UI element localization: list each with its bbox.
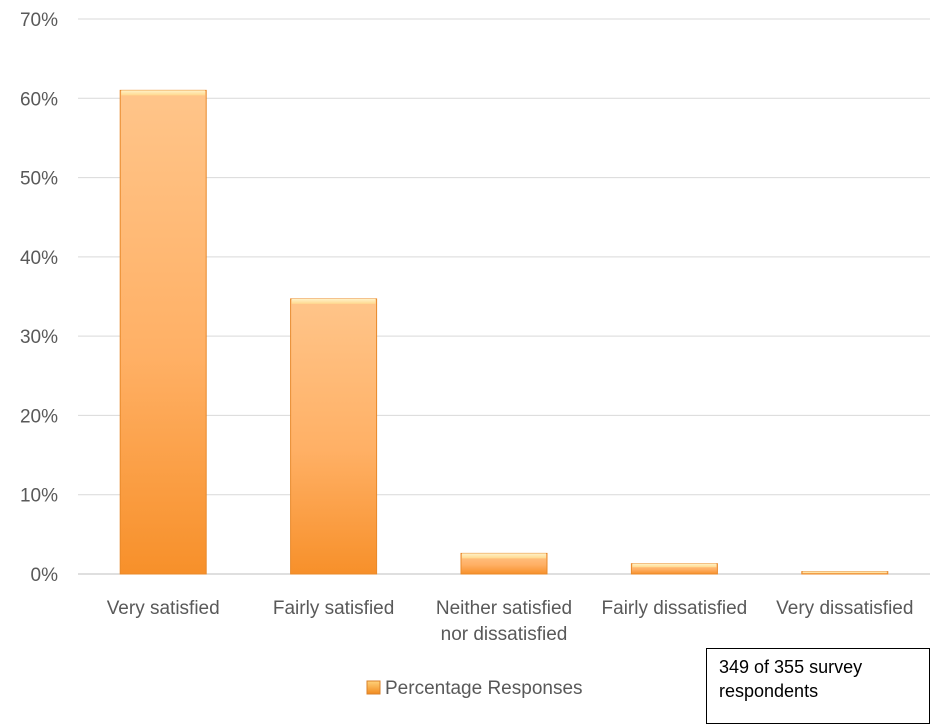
note-line-1: 349 of 355 survey bbox=[719, 657, 863, 677]
bar bbox=[119, 89, 207, 575]
y-tick-label: 70% bbox=[20, 10, 58, 31]
legend-swatch bbox=[366, 680, 381, 695]
bar bbox=[290, 298, 378, 575]
x-tick-label: Neither satisfied bbox=[436, 598, 572, 619]
legend: Percentage Responses bbox=[366, 678, 583, 699]
y-tick-label: 0% bbox=[31, 565, 59, 586]
y-axis: 0% 10% 20% 30% 40% 50% 60% 70% bbox=[20, 10, 58, 586]
bar-highlight bbox=[291, 298, 376, 304]
x-axis: Very satisfied Fairly satisfied Neither sa… bbox=[107, 598, 914, 645]
legend-label: Percentage Responses bbox=[385, 678, 583, 699]
bar-highlight bbox=[632, 563, 717, 568]
respondents-note: 349 of 355 survey respondents bbox=[706, 648, 930, 724]
y-tick-label: 30% bbox=[20, 327, 58, 348]
bar-highlight bbox=[121, 90, 206, 96]
bar-highlight bbox=[802, 571, 887, 574]
y-tick-label: 60% bbox=[20, 89, 58, 110]
y-tick-label: 50% bbox=[20, 169, 58, 190]
note-line-2: respondents bbox=[719, 681, 819, 701]
x-tick-label: Fairly dissatisfied bbox=[602, 598, 748, 619]
y-tick-label: 10% bbox=[20, 486, 58, 507]
bar-highlight bbox=[462, 553, 546, 559]
x-tick-label: Fairly satisfied bbox=[273, 598, 394, 619]
x-tick-label: Very satisfied bbox=[107, 598, 220, 619]
y-tick-label: 40% bbox=[20, 248, 58, 269]
x-tick-label: nor dissatisfied bbox=[441, 624, 568, 645]
y-tick-label: 20% bbox=[20, 406, 58, 427]
gridlines bbox=[78, 18, 930, 575]
x-tick-label: Very dissatisfied bbox=[776, 598, 913, 619]
bars bbox=[119, 89, 889, 575]
